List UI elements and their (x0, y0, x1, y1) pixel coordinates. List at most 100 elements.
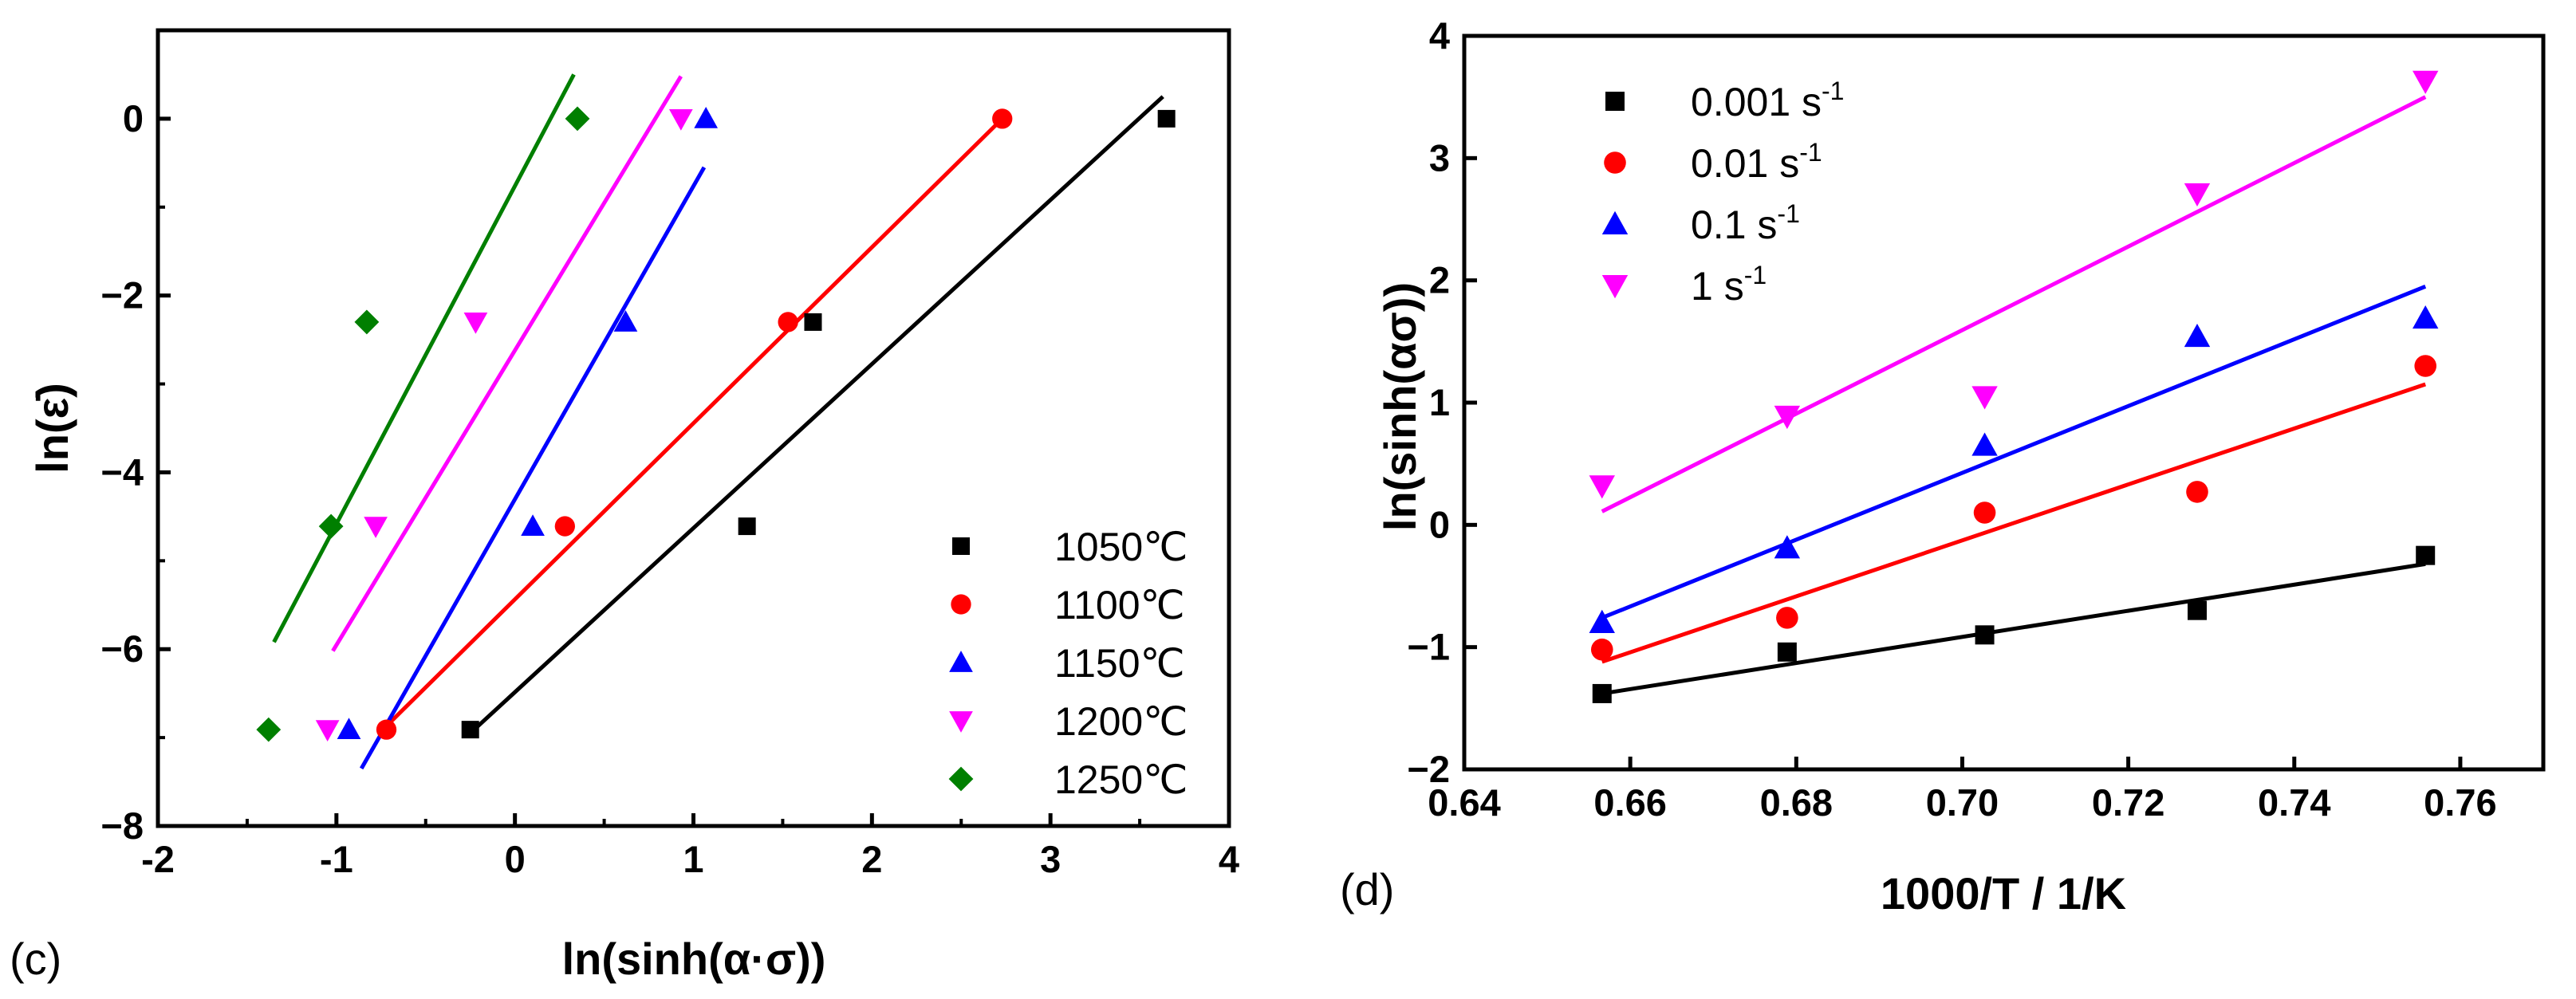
chart-d-x-tick-label: 0.68 (1760, 781, 1833, 824)
chart-c-point-s1-1 (554, 516, 575, 537)
chart-c-point-s4-1 (318, 513, 344, 539)
chart-d-legend-marker-0 (1605, 92, 1625, 111)
chart-c-x-tick-label: 4 (1219, 838, 1239, 880)
chart-c-point-s2-3 (694, 107, 719, 128)
chart-d-legend-label-1: 0.01 s-1 (1691, 138, 1822, 186)
chart-d-x-axis-label: 1000/T / 1/K (1881, 868, 2126, 918)
chart-c-legend: 1050℃ 1100℃ 1150℃ 1200℃ 1250℃ (948, 525, 1188, 802)
chart-c-legend-marker-1 (951, 594, 971, 615)
chart-d-legend-label-sup-1: -1 (1799, 138, 1822, 167)
chart-d-fit-line-1 (1601, 382, 2427, 664)
chart-c-fit-lines (272, 73, 1164, 770)
chart-d-plot-frame (1462, 33, 2546, 772)
chart-d-point-s0-1 (1777, 642, 1797, 662)
chart-d-point-s1-4 (2414, 355, 2437, 377)
chart-d-point-s3-4 (2413, 70, 2439, 94)
chart-d-legend-label-sup-3: -1 (1744, 261, 1767, 289)
chart-c-legend-marker-3 (949, 711, 973, 733)
chart-c-point-s0-3 (1157, 109, 1176, 128)
chart-d-point-s2-0 (1589, 609, 1615, 633)
chart-c-fit-line-2 (359, 166, 707, 770)
chart-d-fit-line-0 (1601, 561, 2426, 696)
chart-d-y-axis-label: ln(sinh(ασ)) (1375, 282, 1425, 531)
chart-d-y-tick-label: −2 (1407, 748, 1450, 790)
chart-c-fit-line-4 (272, 73, 576, 643)
chart-d-x-tick-label: 0.66 (1593, 781, 1666, 824)
chart-d-panel-label: (d) (1340, 864, 1394, 914)
chart-c-x-tick-label: 0 (505, 838, 526, 880)
chart-d-y-tick-label: 4 (1429, 14, 1450, 57)
chart-d-point-s3-3 (2184, 183, 2211, 206)
chart-d-legend-marker-2 (1601, 210, 1629, 234)
chart-c-y-axis-label: ln(ε̇) (27, 383, 77, 474)
chart-c-point-s3-2 (463, 313, 488, 334)
chart-c-x-tick-label: -1 (320, 838, 353, 880)
chart-d-fit-line-3 (1601, 95, 2427, 513)
chart-d-point-s1-2 (1973, 501, 1996, 524)
chart-d-legend-label-sup-2: -1 (1777, 199, 1799, 228)
chart-c-point-s1-3 (992, 108, 1013, 129)
chart-c-x-tick-label: 2 (861, 838, 882, 880)
chart-d-legend-marker-1 (1604, 151, 1626, 174)
chart-d-x-tick-label: 0.72 (2092, 781, 2164, 824)
chart-d-point-s3-0 (1589, 475, 1615, 499)
chart-c-point-s2-1 (521, 514, 545, 536)
chart-d-point-s2-4 (2413, 305, 2439, 329)
chart-c-panel-label: (c) (10, 934, 61, 984)
chart-c-point-s1-2 (778, 312, 798, 332)
chart-d-x-tick-label: 0.74 (2258, 781, 2330, 824)
chart-d-legend-label-2: 0.1 s-1 (1691, 199, 1800, 247)
chart-c-point-s0-2 (804, 313, 822, 331)
chart-c: -2 -1 0 1 2 3 4−8−6−4−20 1050℃1100℃1150℃1200℃1… (10, 28, 1239, 984)
chart-d-point-s1-0 (1590, 638, 1613, 661)
chart-d-legend: 0.001 s-1 0.01 s-1 0.1 s-1 1 s-1 (1601, 77, 1844, 309)
chart-c-y-tick-label: −8 (100, 804, 144, 847)
chart-c-point-s2-2 (613, 310, 638, 332)
chart-c-point-s0-0 (461, 721, 479, 739)
chart-d-data-points (1589, 70, 2439, 703)
chart-d-point-s3-2 (1971, 386, 1998, 410)
chart-d-legend-marker-3 (1601, 275, 1629, 299)
chart-c-legend-label-3: 1200℃ (1054, 699, 1188, 744)
chart-c-point-s2-0 (337, 718, 361, 740)
chart-c-legend-marker-2 (949, 651, 973, 672)
chart-d-y-tick-label: 3 (1429, 136, 1450, 179)
chart-d-x-tick-label: 0.70 (1926, 781, 1999, 824)
chart-d-y-tick-label: 1 (1429, 381, 1450, 423)
chart-c-data-points (256, 106, 1176, 742)
chart-c-x-tick-label: 1 (683, 838, 703, 880)
chart-c-x-axis-label: ln(sinh(α·σ)) (562, 934, 826, 984)
chart-d-x-tick-label: 0.76 (2424, 781, 2496, 824)
chart-c-legend-label-0: 1050℃ (1054, 525, 1188, 569)
chart-c-point-s4-2 (354, 309, 380, 335)
chart-c-point-s0-1 (738, 517, 756, 536)
chart-d-fit-lines (1601, 95, 2427, 696)
chart-c-legend-label-1: 1100℃ (1054, 583, 1185, 627)
chart-c-point-s4-3 (565, 106, 590, 132)
chart-d: 0.64 0.66 0.68 0.70 0.72 0.74 0.76 −2 −1 0 1 2 3 4 0.… (1340, 14, 2546, 918)
chart-d-y-tick-label: −1 (1407, 626, 1450, 668)
chart-c-legend-label-2: 1150℃ (1054, 641, 1185, 686)
chart-c-point-s4-0 (256, 717, 282, 742)
chart-d-legend-label-sup-0: -1 (1822, 77, 1844, 105)
chart-d-point-s0-0 (1592, 683, 1612, 703)
chart-d-point-s2-2 (1971, 432, 1998, 456)
chart-c-legend-label-4: 1250℃ (1054, 757, 1188, 802)
chart-d-point-s1-1 (1776, 607, 1798, 629)
chart-c-fit-line-3 (331, 75, 683, 652)
chart-d-point-s0-3 (2187, 600, 2207, 620)
chart-d-legend-label-0: 0.001 s-1 (1691, 77, 1844, 124)
chart-d-point-s2-1 (1774, 535, 1801, 559)
chart-c-legend-marker-0 (952, 537, 970, 555)
chart-c-point-s3-1 (364, 517, 388, 538)
chart-c-x-tick-label: -2 (141, 838, 175, 880)
chart-d-point-s2-3 (2184, 324, 2211, 348)
chart-c-point-s3-0 (315, 720, 340, 741)
chart-c-y-tick-label: −6 (100, 627, 144, 670)
chart-c-ticks: -2 -1 0 1 2 3 4 −8 −6 −4 −2 0 (100, 97, 1239, 880)
chart-d-legend-label-3: 1 s-1 (1691, 261, 1767, 309)
chart-c-y-tick-label: −2 (100, 274, 144, 317)
chart-d-ticks: 0.64 0.66 0.68 0.70 0.72 0.74 0.76 −2 −1 0 1 2 3 4 (1407, 14, 2496, 824)
chart-c-y-tick-label: −4 (100, 450, 144, 493)
